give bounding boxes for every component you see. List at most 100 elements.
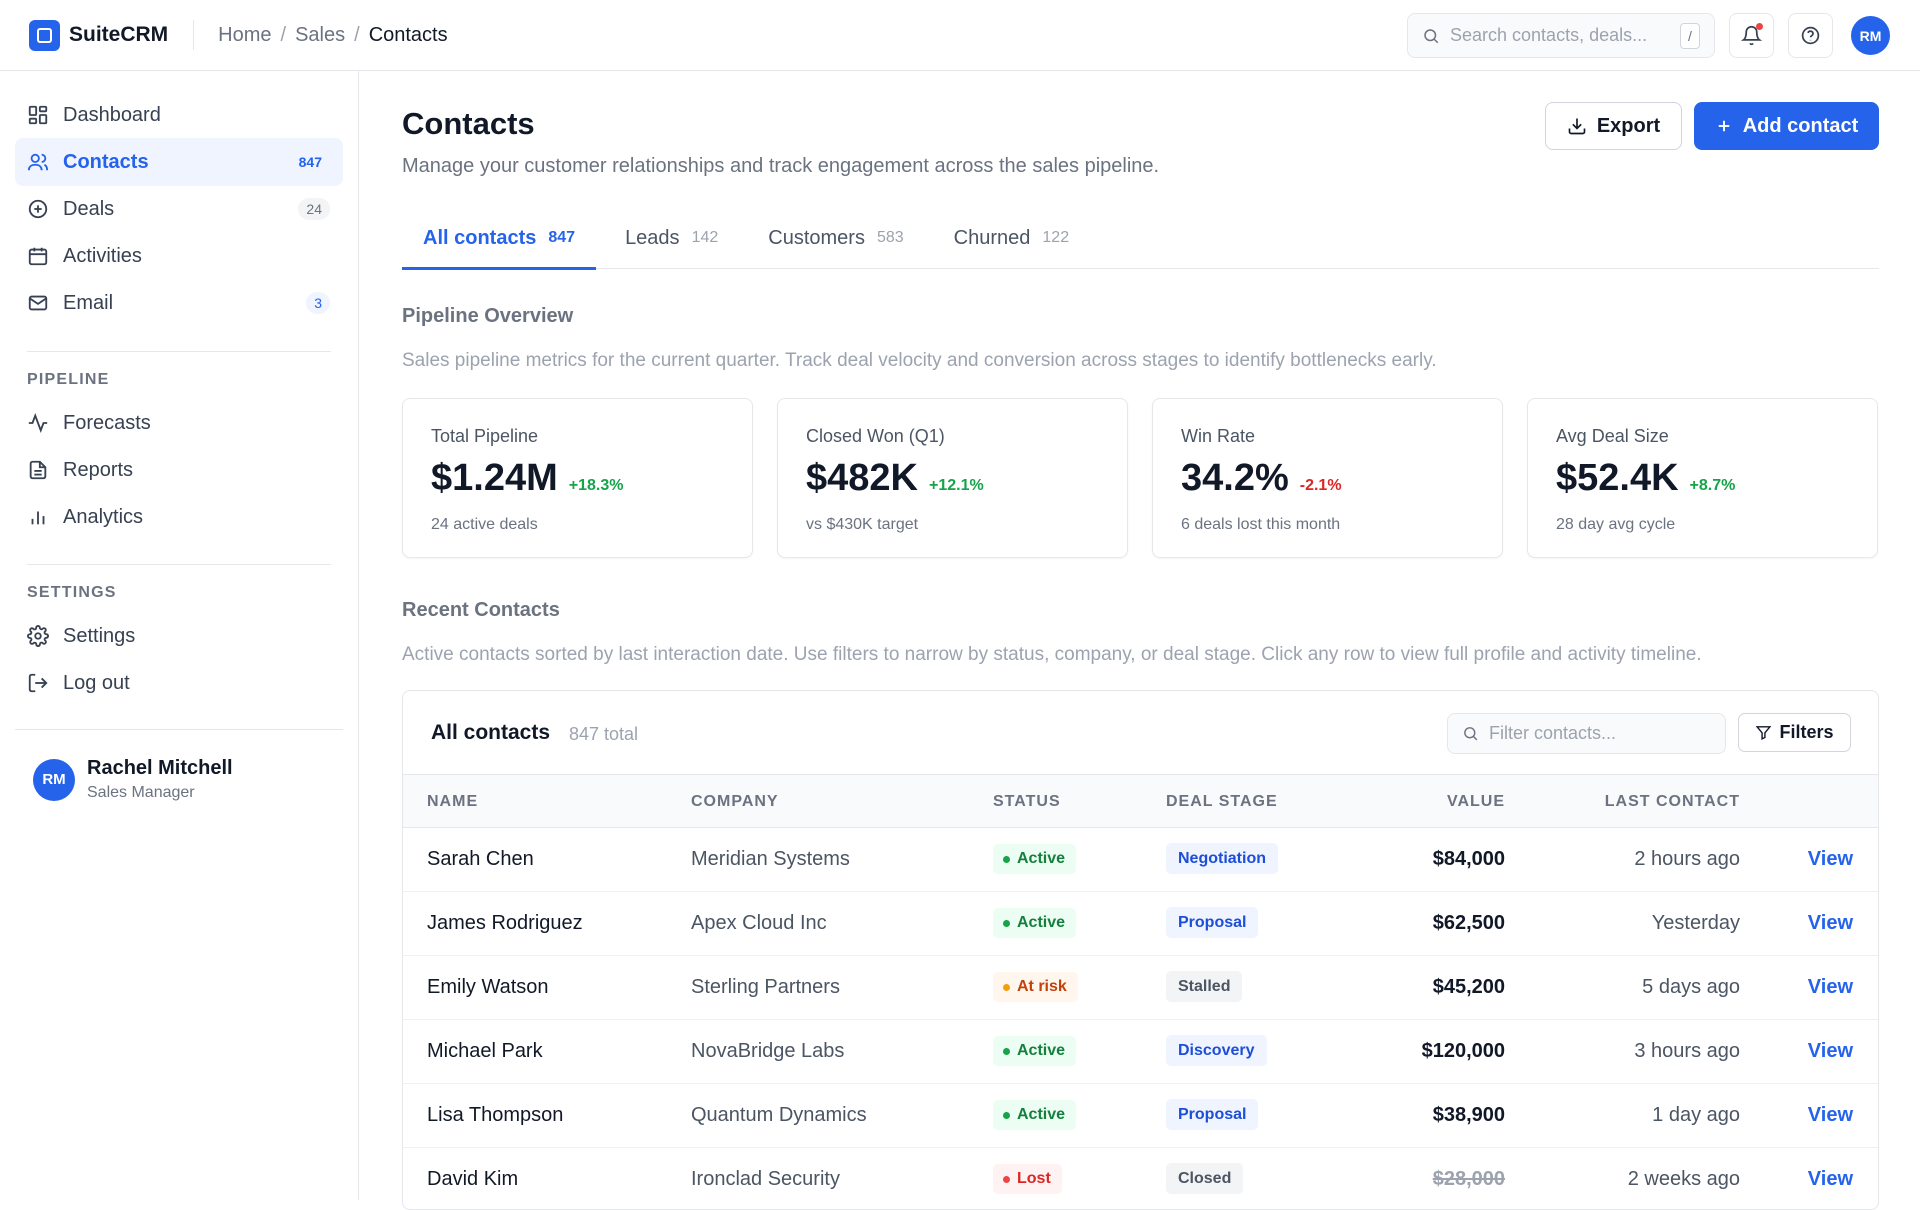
sidebar-item-logout[interactable]: Log out	[15, 659, 343, 707]
sidebar-item-analytics[interactable]: Analytics	[15, 493, 343, 541]
last-contact: 2 hours ago	[1634, 848, 1740, 870]
pipeline-overview-description: Sales pipeline metrics for the current q…	[402, 350, 1437, 371]
sidebar-item-label: Reports	[63, 458, 134, 481]
sidebar-item-email[interactable]: Email 3	[15, 279, 343, 327]
kpi-value: $482K	[806, 457, 918, 499]
view-link[interactable]: View	[1807, 1168, 1853, 1190]
column-header-last-contact[interactable]: LAST CONTACT	[1604, 793, 1740, 810]
kpi-label: Closed Won (Q1)	[806, 426, 945, 446]
kpi-change: -2.1%	[1299, 477, 1342, 494]
breadcrumb-home[interactable]: Home	[218, 23, 272, 46]
status-text: Active	[1017, 1042, 1066, 1059]
contact-company: Meridian Systems	[691, 848, 850, 870]
deal-value: $120,000	[1421, 1040, 1505, 1062]
kpi-label: Total Pipeline	[431, 426, 539, 446]
tab-count: 583	[876, 229, 904, 246]
deal-stage-badge: Proposal	[1166, 1099, 1259, 1130]
export-button[interactable]: Export	[1545, 102, 1682, 150]
global-search-input[interactable]: Search contacts, deals... /	[1407, 13, 1715, 58]
view-link[interactable]: View	[1807, 1104, 1853, 1126]
column-header-deal-stage[interactable]: DEAL STAGE	[1166, 793, 1278, 810]
email-count-badge: 3	[306, 292, 330, 314]
filter-contacts-input[interactable]: Filter contacts...	[1447, 713, 1726, 754]
search-icon	[1464, 727, 1478, 741]
table-row[interactable]: Sarah Chen Meridian Systems Active Negot…	[403, 828, 1878, 892]
status-badge: Active	[993, 1036, 1077, 1066]
avatar: RM	[33, 758, 75, 801]
status-badge: Active	[993, 908, 1077, 938]
deal-stage-badge: Discovery	[1166, 1035, 1267, 1066]
breadcrumb-sales[interactable]: Sales	[295, 23, 346, 46]
sidebar-item-settings[interactable]: Settings	[15, 612, 343, 660]
contact-tabs: All contacts 847 Leads 142 Customers 583…	[402, 207, 1879, 270]
filter-placeholder: Filter contacts...	[1489, 723, 1617, 743]
deal-stage-badge: Closed	[1166, 1163, 1244, 1194]
contacts-table: All contacts 847 total Filter contacts..…	[402, 690, 1879, 1210]
user-role: Sales Manager	[87, 784, 195, 801]
kpi-value: $1.24M	[431, 457, 558, 499]
sidebar-item-forecasts[interactable]: Forecasts	[15, 399, 343, 447]
sidebar-item-activities[interactable]: Activities	[15, 232, 343, 280]
sidebar-item-dashboard[interactable]: Dashboard	[15, 91, 343, 139]
brand[interactable]: SuiteCRM	[29, 19, 169, 51]
page-subtitle: Manage your customer relationships and t…	[402, 155, 1160, 177]
filters-button[interactable]: Filters	[1738, 713, 1851, 752]
tab-customers[interactable]: Customers 583	[747, 207, 924, 269]
add-contact-button[interactable]: Add contact	[1694, 102, 1879, 150]
sidebar-item-label: Deals	[63, 197, 115, 220]
topbar-divider	[193, 20, 195, 50]
view-link[interactable]: View	[1807, 976, 1853, 998]
deal-value: $84,000	[1432, 848, 1505, 870]
view-link[interactable]: View	[1807, 912, 1853, 934]
view-link[interactable]: View	[1807, 1040, 1853, 1062]
gear-icon	[27, 625, 49, 647]
status-badge: Lost	[993, 1164, 1062, 1194]
tab-label: Leads	[625, 226, 680, 249]
user-avatar[interactable]: RM	[1851, 16, 1890, 55]
column-header-company[interactable]: COMPANY	[691, 793, 779, 810]
table-row[interactable]: Michael Park NovaBridge Labs Active Disc…	[403, 1020, 1878, 1084]
sidebar-item-deals[interactable]: Deals 24	[15, 185, 343, 233]
help-button[interactable]	[1788, 13, 1833, 58]
tab-all-contacts[interactable]: All contacts 847	[402, 207, 597, 270]
table-row[interactable]: Emily Watson Sterling Partners At risk S…	[403, 956, 1878, 1020]
kpi-card-avg-deal-size: Avg Deal Size $52.4K +8.7% 28 day avg cy…	[1527, 398, 1878, 558]
deal-value: $28,000	[1432, 1168, 1505, 1190]
status-text: Active	[1017, 850, 1066, 867]
contact-name: Sarah Chen	[427, 848, 534, 870]
kpi-change: +8.7%	[1689, 477, 1736, 494]
notifications-button[interactable]	[1729, 13, 1774, 58]
last-contact: 1 day ago	[1652, 1104, 1740, 1126]
view-link[interactable]: View	[1807, 848, 1853, 870]
tab-churned[interactable]: Churned 122	[933, 207, 1090, 269]
user-profile-card[interactable]: RM Rachel Mitchell Sales Manager	[33, 757, 233, 802]
tab-leads[interactable]: Leads 142	[604, 207, 739, 269]
kpi-label: Win Rate	[1181, 426, 1256, 446]
column-header-value[interactable]: VALUE	[1446, 793, 1505, 810]
contact-company: Ironclad Security	[691, 1168, 840, 1190]
deals-count-badge: 24	[298, 198, 330, 220]
kpi-subtext: 24 active deals	[431, 516, 538, 533]
sidebar-item-contacts[interactable]: Contacts 847	[15, 138, 343, 186]
kpi-subtext: vs $430K target	[806, 516, 919, 533]
brand-name: SuiteCRM	[69, 23, 169, 46]
tab-label: Customers	[768, 226, 865, 249]
table-toolbar: All contacts 847 total Filter contacts..…	[403, 691, 1878, 774]
pipeline-overview-title: Pipeline Overview	[402, 305, 574, 327]
table-title: All contacts	[431, 721, 551, 744]
contact-company: Quantum Dynamics	[691, 1104, 867, 1126]
table-row[interactable]: David Kim Ironclad Security Lost Closed …	[403, 1148, 1878, 1209]
table-total: 847 total	[569, 724, 639, 744]
table-row[interactable]: Lisa Thompson Quantum Dynamics Active Pr…	[403, 1084, 1878, 1148]
sidebar-item-reports[interactable]: Reports	[15, 446, 343, 494]
sidebar-item-label: Contacts	[63, 150, 149, 173]
contact-name: Lisa Thompson	[427, 1104, 564, 1126]
table-row[interactable]: James Rodriguez Apex Cloud Inc Active Pr…	[403, 892, 1878, 956]
add-contact-label: Add contact	[1742, 114, 1859, 137]
column-header-status[interactable]: STATUS	[993, 793, 1061, 810]
contact-company: Apex Cloud Inc	[691, 912, 827, 934]
column-header-name[interactable]: NAME	[427, 793, 479, 810]
contacts-count-badge: 847	[298, 154, 322, 170]
tab-label: Churned	[953, 226, 1031, 249]
grid-icon	[28, 105, 48, 125]
